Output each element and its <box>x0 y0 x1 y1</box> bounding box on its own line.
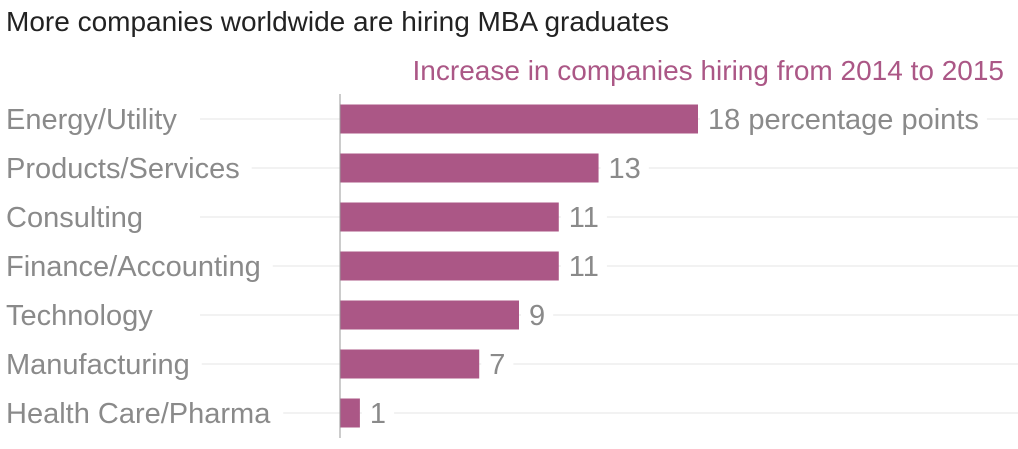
bar <box>340 252 559 281</box>
bar <box>340 350 479 379</box>
category-label: Finance/Accounting <box>6 251 261 283</box>
category-label: Products/Services <box>6 153 240 185</box>
bar <box>340 203 559 232</box>
category-label: Consulting <box>6 202 143 234</box>
category-labels: Energy/Utility Products/Services Consultin… <box>4 104 283 430</box>
value-label: 18 percentage points <box>708 104 979 136</box>
bar <box>340 154 599 183</box>
bar <box>340 399 360 428</box>
bar <box>340 301 519 330</box>
value-label: 7 <box>489 349 505 381</box>
value-label: 1 <box>370 398 386 430</box>
value-label: 11 <box>569 251 599 283</box>
bar <box>340 105 698 134</box>
category-label: Health Care/Pharma <box>6 398 271 430</box>
category-label: Manufacturing <box>6 349 190 381</box>
chart-subtitle: Increase in companies hiring from 2014 t… <box>413 55 1004 86</box>
value-label: 9 <box>529 300 545 332</box>
value-label: 13 <box>609 153 641 185</box>
category-label: Energy/Utility <box>6 104 177 136</box>
value-label: 11 <box>569 202 599 234</box>
category-label: Technology <box>6 300 153 332</box>
